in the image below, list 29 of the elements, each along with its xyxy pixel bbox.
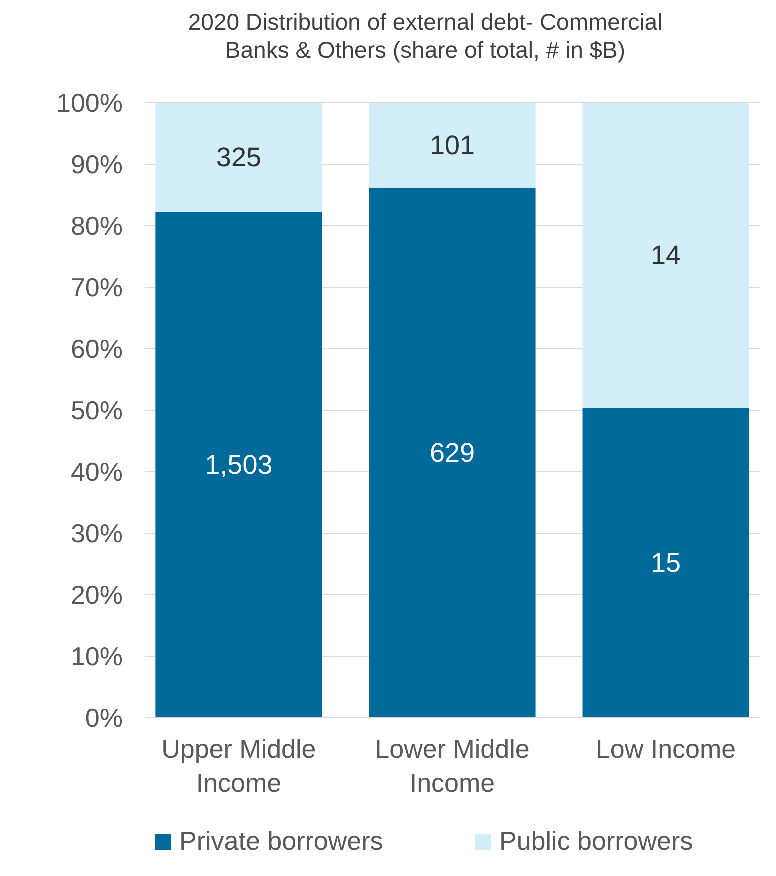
annotation: 629 [430,438,476,468]
y-tick-label: 30% [70,518,123,548]
x-tick-label: Lower Middle Income [375,734,530,798]
y-tick-label: 80% [70,211,123,241]
annotation: 325 [216,142,262,173]
bar [369,188,536,718]
bar [582,103,750,408]
y-tick-label: 60% [70,334,123,364]
y-tick-label: 40% [70,457,123,487]
legend-label: Private borrowers [180,826,384,856]
annotation: 15 [651,548,682,578]
y-tick-label: 70% [70,272,123,302]
y-tick-label: 20% [70,580,123,610]
bar [156,103,322,212]
chart-title: 2020 Distribution of external debt- Commercial Banks & Others (share of total, # in $B) [188,9,663,63]
annotation: 101 [430,130,476,160]
y-tick-label: 0% [85,703,123,733]
bar [156,212,322,718]
legend-label: Public borrowers [500,826,694,856]
x-tick-label: Upper Middle Income [162,734,316,798]
bar [582,408,750,718]
y-tick-label: 10% [70,642,123,672]
y-tick-label: 100% [56,88,123,118]
y-tick-label: 50% [70,396,123,426]
annotation: 1,503 [205,450,273,480]
annotation: 14 [651,240,682,271]
x-tick-label: Low Income [596,734,736,764]
y-tick-label: 90% [70,150,123,180]
bar [369,103,536,188]
